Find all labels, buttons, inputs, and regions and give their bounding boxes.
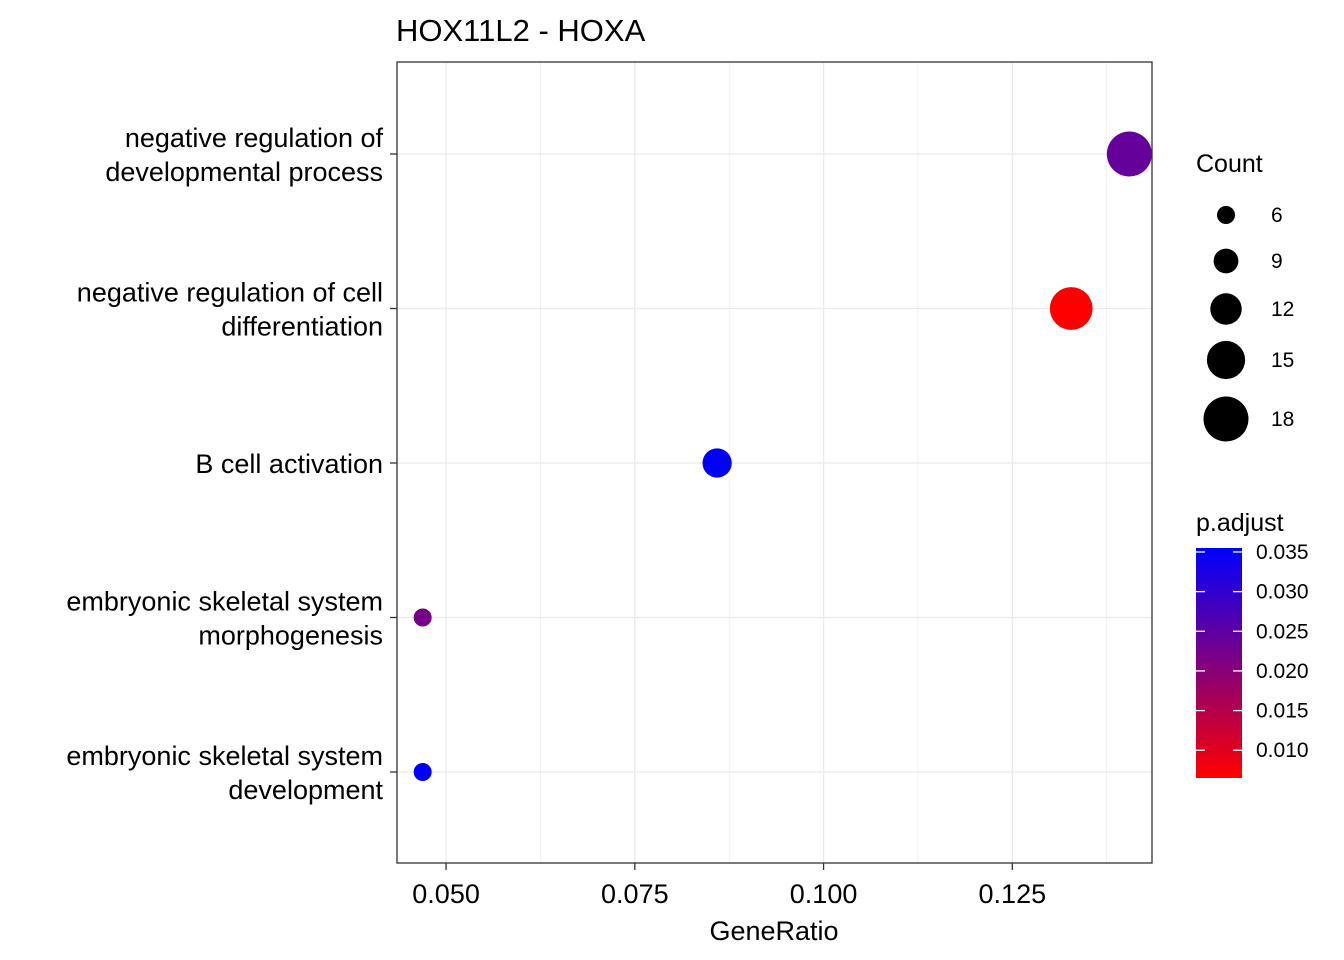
y-axis: negative regulation of developmental proc… bbox=[66, 123, 397, 805]
x-tick-label: 0.075 bbox=[601, 879, 669, 909]
y-tick-label: embryonic skeletal system development bbox=[66, 741, 383, 805]
p-adjust-legend-title: p.adjust bbox=[1196, 509, 1284, 537]
y-tick-label: negative regulation of developmental proc… bbox=[105, 123, 383, 187]
y-tick-label: B cell activation bbox=[195, 449, 383, 479]
colorbar-label: 0.010 bbox=[1256, 739, 1309, 762]
count-legend-label: 12 bbox=[1271, 298, 1294, 321]
count-legend-title: Count bbox=[1196, 150, 1263, 178]
count-legend-dot bbox=[1213, 248, 1239, 274]
x-tick-label: 0.100 bbox=[790, 879, 858, 909]
colorbar-label: 0.015 bbox=[1256, 700, 1309, 723]
count-legend-dot bbox=[1210, 293, 1242, 325]
data-points bbox=[413, 131, 1152, 781]
colorbar-label: 0.030 bbox=[1256, 581, 1309, 604]
p-adjust-colorbar bbox=[1196, 548, 1242, 778]
count-legend-dot bbox=[1203, 396, 1249, 442]
x-tick-label: 0.125 bbox=[979, 879, 1047, 909]
x-tick-label: 0.050 bbox=[412, 879, 480, 909]
count-legend-label: 18 bbox=[1271, 408, 1294, 431]
x-axis: 0.050 0.075 0.100 0.125 bbox=[412, 863, 1046, 909]
data-point bbox=[413, 608, 432, 627]
y-tick-label: negative regulation of cell differentiati… bbox=[77, 278, 383, 342]
data-point bbox=[1049, 287, 1093, 330]
data-point bbox=[413, 763, 432, 781]
count-legend-label: 6 bbox=[1271, 204, 1283, 227]
colorbar-label: 0.020 bbox=[1256, 660, 1309, 683]
grid bbox=[397, 62, 1152, 863]
count-legend-label: 9 bbox=[1271, 250, 1283, 273]
p-adjust-legend: p.adjust 0.035 0.030 0.025 0.020 0.015 0.010 bbox=[1196, 509, 1309, 778]
x-axis-title: GeneRatio bbox=[709, 916, 838, 946]
count-legend-dot bbox=[1206, 340, 1246, 380]
y-tick-label: embryonic skeletal system morphogenesis bbox=[66, 587, 383, 651]
chart-title: HOX11L2 - HOXA bbox=[396, 13, 646, 48]
data-point bbox=[1106, 131, 1152, 177]
count-legend: Count 6 9 12 15 18 bbox=[1196, 150, 1294, 442]
count-legend-label: 15 bbox=[1271, 349, 1294, 372]
colorbar-label: 0.035 bbox=[1256, 541, 1309, 564]
data-point bbox=[702, 448, 732, 478]
colorbar-label: 0.025 bbox=[1256, 620, 1309, 643]
count-legend-dot bbox=[1217, 206, 1235, 224]
